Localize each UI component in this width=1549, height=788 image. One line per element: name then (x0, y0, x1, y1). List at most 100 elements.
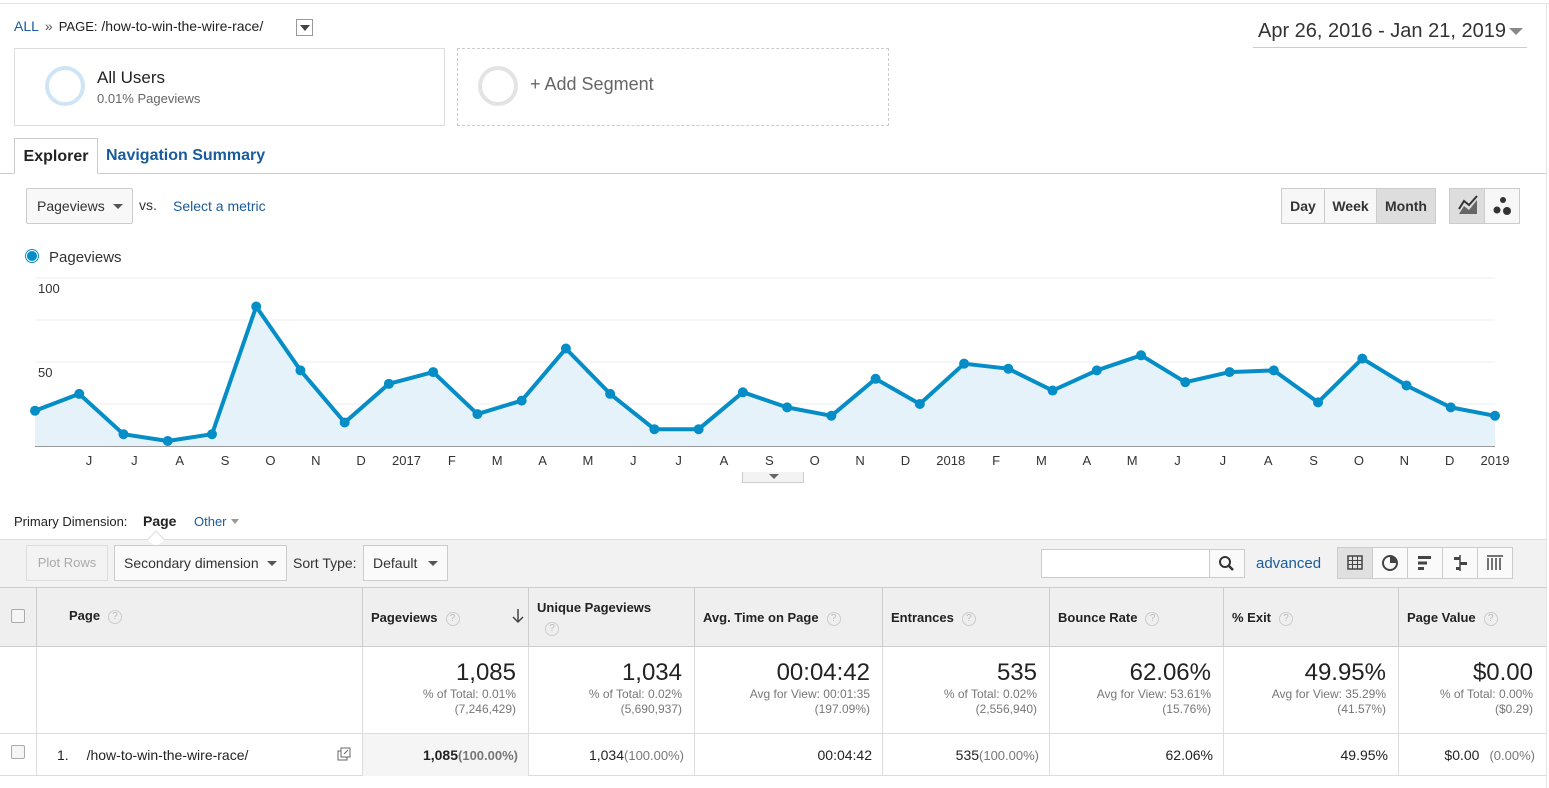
tab-explorer[interactable]: Explorer (14, 138, 98, 174)
data-point[interactable] (1268, 365, 1279, 376)
help-icon[interactable]: ? (545, 621, 559, 636)
help-icon[interactable]: ? (1145, 611, 1160, 626)
data-point[interactable] (295, 365, 306, 376)
header-page[interactable]: Page? (36, 587, 362, 647)
secondary-dimension-select[interactable]: Secondary dimension (114, 545, 287, 581)
x-tick-label: S (765, 453, 774, 468)
period-month-button[interactable]: Month (1376, 188, 1436, 224)
data-point[interactable] (206, 429, 217, 440)
data-point[interactable] (1180, 377, 1191, 388)
data-point[interactable] (737, 387, 748, 398)
collapse-chart-button[interactable] (742, 472, 804, 483)
table-search-input[interactable] (1041, 549, 1210, 578)
header-unique-pageviews-label: Unique Pageviews (537, 600, 652, 615)
data-point[interactable] (162, 435, 173, 446)
header-pageviews[interactable]: Pageviews? (362, 587, 529, 647)
row-page-link[interactable]: /how-to-win-the-wire-race/ (86, 747, 249, 763)
date-range-picker[interactable]: Apr 26, 2016 - Jan 21, 2019 (1253, 20, 1527, 48)
row-entrances: 535(100.00%) (882, 734, 1050, 776)
select-metric-link[interactable]: Select a metric (173, 198, 266, 214)
data-point[interactable] (339, 417, 350, 428)
total-line2: (5,690,937) (620, 702, 682, 716)
data-point[interactable] (472, 409, 483, 420)
sort-type-select[interactable]: Default (363, 545, 448, 581)
data-point[interactable] (605, 388, 616, 399)
x-tick-label: D (901, 453, 910, 468)
header-entrances[interactable]: Entrances? (882, 587, 1050, 647)
view-comparison-button[interactable] (1442, 547, 1478, 579)
total-exit: 49.95% Avg for View: 35.29% (41.57%) (1223, 647, 1399, 734)
search-button[interactable] (1209, 549, 1245, 578)
help-icon[interactable]: ? (108, 609, 123, 624)
data-point[interactable] (383, 378, 394, 389)
header-avg-time[interactable]: Avg. Time on Page? (694, 587, 883, 647)
plot-rows-button[interactable]: Plot Rows (26, 545, 108, 581)
sort-descending-icon[interactable] (511, 608, 525, 624)
data-point[interactable] (1490, 410, 1500, 421)
x-tick-label: D (356, 453, 365, 468)
data-point[interactable] (1224, 367, 1235, 378)
x-tick-label: F (992, 453, 1000, 468)
data-point[interactable] (1003, 363, 1014, 374)
data-point[interactable] (1136, 350, 1147, 361)
help-icon[interactable]: ? (826, 611, 841, 626)
header-unique-pageviews[interactable]: Unique Pageviews? (528, 587, 695, 647)
view-pivot-button[interactable] (1477, 547, 1513, 579)
data-point[interactable] (1313, 397, 1324, 408)
header-exit[interactable]: % Exit? (1223, 587, 1399, 647)
breadcrumb-all-link[interactable]: ALL (14, 18, 39, 34)
data-point[interactable] (560, 343, 571, 354)
add-segment-box[interactable] (457, 48, 889, 126)
data-point[interactable] (118, 429, 129, 440)
view-performance-button[interactable] (1407, 547, 1443, 579)
data-point[interactable] (782, 402, 793, 413)
header-bounce-rate[interactable]: Bounce Rate? (1049, 587, 1224, 647)
help-icon[interactable]: ? (445, 611, 460, 626)
x-tick-label: 2018 (936, 453, 965, 468)
view-data-table-button[interactable] (1337, 547, 1373, 579)
breadcrumb-dropdown-icon[interactable] (296, 19, 313, 36)
date-range-caret-icon[interactable] (1509, 28, 1523, 35)
data-point[interactable] (1357, 353, 1368, 364)
open-in-new-window-icon[interactable] (337, 747, 351, 761)
select-all-checkbox[interactable] (11, 609, 25, 623)
segment-all-users[interactable] (14, 48, 445, 126)
data-point[interactable] (251, 301, 262, 312)
data-point[interactable] (1047, 385, 1058, 396)
primary-dimension-other[interactable]: Other (194, 514, 227, 529)
motion-chart-button[interactable] (1484, 188, 1520, 224)
data-point[interactable] (516, 395, 527, 406)
data-point[interactable] (428, 367, 439, 378)
data-point[interactable] (74, 388, 85, 399)
help-icon[interactable]: ? (1483, 611, 1498, 626)
total-line2: ($0.29) (1494, 702, 1533, 716)
data-point[interactable] (30, 405, 40, 416)
other-caret-icon[interactable] (231, 519, 239, 524)
period-day-button[interactable]: Day (1281, 188, 1325, 224)
data-point[interactable] (826, 410, 837, 421)
row-unique-pct: (100.00%) (624, 748, 684, 763)
advanced-filter-link[interactable]: advanced (1256, 555, 1322, 572)
line-chart-button[interactable] (1449, 188, 1485, 224)
data-point[interactable] (959, 358, 970, 369)
tab-navigation-summary[interactable]: Navigation Summary (106, 147, 266, 164)
header-page-value[interactable]: Page Value? (1398, 587, 1546, 647)
x-tick-label: J (131, 453, 138, 468)
help-icon[interactable]: ? (961, 611, 976, 626)
data-point[interactable] (1091, 365, 1102, 376)
total-line1: Avg for View: 35.29% (1271, 687, 1386, 701)
add-segment-button[interactable]: + Add Segment (530, 74, 654, 94)
period-week-button[interactable]: Week (1324, 188, 1377, 224)
data-point[interactable] (1401, 380, 1412, 391)
data-point[interactable] (649, 424, 660, 435)
row-checkbox[interactable] (11, 745, 25, 759)
data-point[interactable] (914, 399, 925, 409)
x-tick-label: S (1309, 453, 1318, 468)
metric-select[interactable]: Pageviews (26, 188, 133, 224)
data-point[interactable] (870, 373, 881, 384)
data-point[interactable] (693, 424, 704, 435)
help-icon[interactable]: ? (1279, 611, 1294, 626)
data-point[interactable] (1445, 402, 1456, 413)
primary-dimension-page[interactable]: Page (143, 513, 177, 529)
view-pie-button[interactable] (1372, 547, 1408, 579)
